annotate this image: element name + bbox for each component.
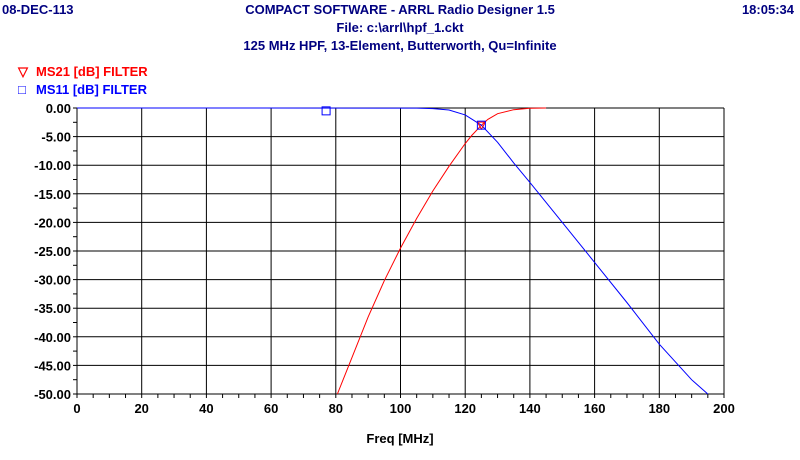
y-tick-label: -40.00 [34,330,71,345]
x-tick-label: 60 [264,401,278,416]
y-tick-label: -45.00 [34,358,71,373]
ms21-series-line [336,107,547,395]
y-tick-label: -10.00 [34,158,71,173]
chart-title-line2: File: c:\arrl\hpf_1.ckt [336,20,464,35]
y-tick-label: -15.00 [34,187,71,202]
header-date: 08-DEC-113 [2,2,74,17]
y-tick-label: 0.00 [46,101,71,116]
y-tick-label: -30.00 [34,273,71,288]
x-tick-label: 0 [73,401,80,416]
header-time: 18:05:34 [741,2,794,17]
ms11-marker [476,120,486,130]
x-tick-label: 200 [713,401,735,416]
y-tick-label: -25.00 [34,244,71,259]
legend-entry-ms21: ▽ MS21 [dB] FILTER [18,64,148,80]
ms11-marker [321,106,331,116]
legend-entry-ms11: □ MS11 [dB] FILTER [18,82,147,97]
x-axis-label: Freq [MHz] [366,431,434,446]
x-tick-label: 140 [519,401,541,416]
chart-title: 125 MHz HPF, 13-Element, Butterworth, Qu… [243,38,557,53]
triangle-marker-icon: ▽ [18,64,28,79]
x-tick-label: 80 [329,401,343,416]
x-tick-label: 20 [134,401,148,416]
y-tick-label: -20.00 [34,215,71,230]
y-tick-label: -50.00 [34,387,71,402]
y-tick-label: -5.00 [41,130,71,145]
y-tick-label: -35.00 [34,301,71,316]
chart-title-line1: COMPACT SOFTWARE - ARRL Radio Designer 1… [245,2,555,17]
x-tick-label: 100 [390,401,412,416]
legend-label-ms11: MS11 [dB] FILTER [36,82,147,97]
x-tick-label: 160 [584,401,606,416]
x-tick-label: 40 [199,401,213,416]
x-tick-label: 120 [454,401,476,416]
legend-label-ms21: MS21 [dB] FILTER [36,64,148,79]
square-marker-icon: □ [18,82,26,97]
x-tick-label: 180 [648,401,670,416]
ms11-series-line [76,107,709,395]
ms21-marker [476,121,487,131]
